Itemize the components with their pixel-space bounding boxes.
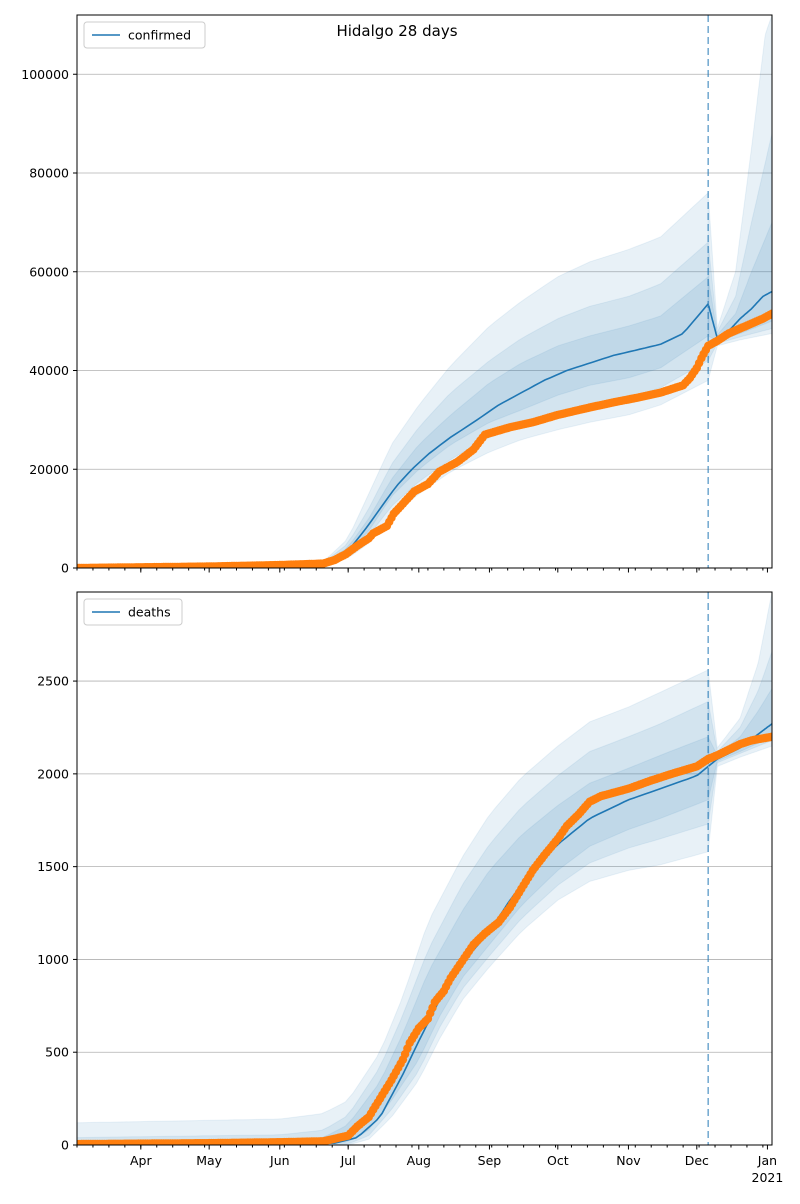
y-tick-label: 40000 bbox=[29, 363, 69, 378]
chart-title: Hidalgo 28 days bbox=[336, 22, 457, 40]
axes-frame bbox=[76, 591, 773, 1146]
x-tick-label: Oct bbox=[547, 1153, 569, 1168]
y-tick-label: 500 bbox=[45, 1045, 69, 1060]
observed-point bbox=[767, 732, 772, 741]
legend-deaths: deaths bbox=[83, 598, 183, 626]
uncertainty-band-2 bbox=[708, 651, 772, 821]
x-tick-label: Apr bbox=[130, 1153, 152, 1168]
y-tick-label: 1500 bbox=[37, 859, 69, 874]
y-tick-label: 100000 bbox=[21, 67, 69, 82]
x-tick-label: Jun bbox=[269, 1153, 290, 1168]
panel-deaths: 0 500 1000 1500 2000 2500 Apr May Jun Jul Aug Sep Oc… bbox=[37, 591, 784, 1185]
uncertainty-band-1 bbox=[708, 15, 772, 379]
x-tick-label: Jan bbox=[757, 1153, 777, 1168]
x-tick-label: Dec bbox=[685, 1153, 709, 1168]
legend-confirmed: confirmed bbox=[83, 21, 206, 49]
legend-box bbox=[83, 21, 206, 49]
legend-box bbox=[83, 598, 183, 626]
y-tick-label: 2500 bbox=[37, 674, 69, 689]
plot-area bbox=[77, 592, 772, 1145]
y-tick-label: 0 bbox=[61, 561, 69, 576]
x-year-label: 2021 bbox=[752, 1170, 784, 1185]
x-tick-label: Nov bbox=[616, 1153, 641, 1168]
x-tick-label: May bbox=[196, 1153, 222, 1168]
y-tick-label: 2000 bbox=[37, 766, 69, 781]
uncertainty-band-1 bbox=[708, 592, 772, 848]
y-tick-label: 20000 bbox=[29, 462, 69, 477]
y-tick-label: 1000 bbox=[37, 952, 69, 967]
y-tick-label: 0 bbox=[61, 1138, 69, 1153]
observed-point bbox=[767, 309, 772, 318]
x-tick-label: Jul bbox=[340, 1153, 356, 1168]
y-tick-label: 60000 bbox=[29, 264, 69, 279]
panel-confirmed: 0 20000 40000 60000 80000 100000 confirmed bbox=[21, 14, 773, 576]
x-tick-label: Sep bbox=[478, 1153, 502, 1168]
x-tick-label: Aug bbox=[407, 1153, 431, 1168]
y-tick-label: 80000 bbox=[29, 166, 69, 181]
legend-label: confirmed bbox=[128, 28, 191, 43]
plot-area bbox=[77, 15, 772, 568]
legend-label: deaths bbox=[128, 605, 171, 620]
axes-frame bbox=[76, 14, 773, 569]
